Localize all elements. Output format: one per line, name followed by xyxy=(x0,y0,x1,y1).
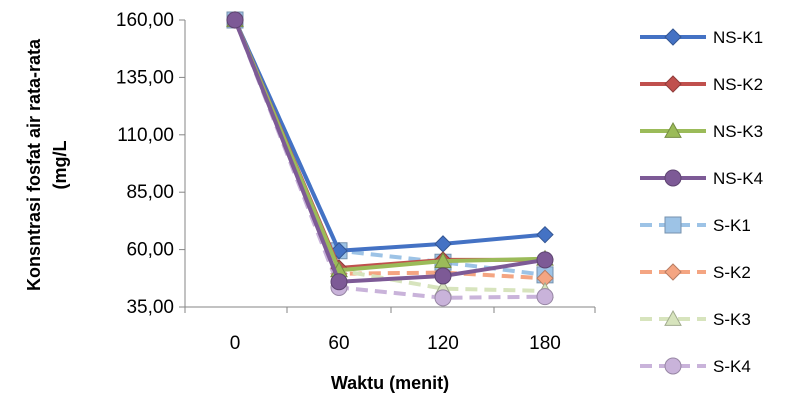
series-ns-k1 xyxy=(226,11,554,260)
legend-item: NS-K2 xyxy=(640,75,763,94)
legend-label: S-K2 xyxy=(713,263,751,282)
series-line xyxy=(233,19,546,273)
y-tick-label: 85,00 xyxy=(126,182,174,203)
legend-label: NS-K4 xyxy=(713,169,763,188)
legend-marker xyxy=(664,28,682,46)
y-tick-label: 135,00 xyxy=(116,67,174,88)
y-axis-title-line2: (mg/L xyxy=(50,141,70,190)
legend-marker xyxy=(664,169,682,187)
legend-item: S-K3 xyxy=(640,309,751,329)
x-tick-label: 180 xyxy=(529,333,561,354)
data-point xyxy=(226,11,244,29)
series-line xyxy=(233,19,546,277)
y-axis-title-line1: Konsntrasi fosfat air rata-rata xyxy=(24,38,44,291)
legend-label: NS-K2 xyxy=(713,75,763,94)
legend-item: S-K1 xyxy=(640,216,751,235)
y-tick-label: 160,00 xyxy=(116,10,174,31)
legend-label: S-K3 xyxy=(713,310,751,329)
y-tick-label: 35,00 xyxy=(126,297,174,318)
series-ns-k4 xyxy=(226,11,554,291)
legend-marker xyxy=(664,309,682,326)
data-point xyxy=(536,225,554,244)
legend-item: NS-K1 xyxy=(640,28,763,47)
legend-label: S-K4 xyxy=(713,357,751,376)
legend-marker xyxy=(664,263,682,281)
series-line xyxy=(233,19,545,270)
legend-item: S-K2 xyxy=(640,263,751,282)
legend-label: S-K1 xyxy=(713,216,751,235)
data-point xyxy=(434,267,452,285)
data-point xyxy=(330,273,348,291)
series-line xyxy=(233,19,546,284)
legend-item: NS-K4 xyxy=(640,169,763,188)
series-s-k2 xyxy=(226,11,554,288)
x-tick-label: 120 xyxy=(427,333,459,354)
series-line xyxy=(233,19,546,293)
legend-item: S-K4 xyxy=(640,357,751,376)
data-point xyxy=(536,251,554,269)
legend-marker xyxy=(664,216,682,234)
legend-marker xyxy=(664,75,682,93)
legend-marker xyxy=(664,121,682,138)
legend-marker xyxy=(664,357,682,375)
data-point xyxy=(434,252,452,268)
legend-label: NS-K3 xyxy=(713,122,763,141)
series-s-k1 xyxy=(226,11,554,284)
data-point xyxy=(536,288,554,306)
data-point xyxy=(434,289,452,307)
x-axis-title: Waktu (menit) xyxy=(331,373,449,393)
legend-label: NS-K1 xyxy=(713,28,763,47)
data-point xyxy=(434,235,452,253)
x-tick-label: 0 xyxy=(230,333,241,354)
y-tick-label: 60,00 xyxy=(126,240,174,261)
x-tick-label: 60 xyxy=(328,333,349,354)
series-line xyxy=(233,19,546,253)
y-tick-label: 110,00 xyxy=(117,125,174,146)
legend-item: NS-K3 xyxy=(640,121,763,141)
